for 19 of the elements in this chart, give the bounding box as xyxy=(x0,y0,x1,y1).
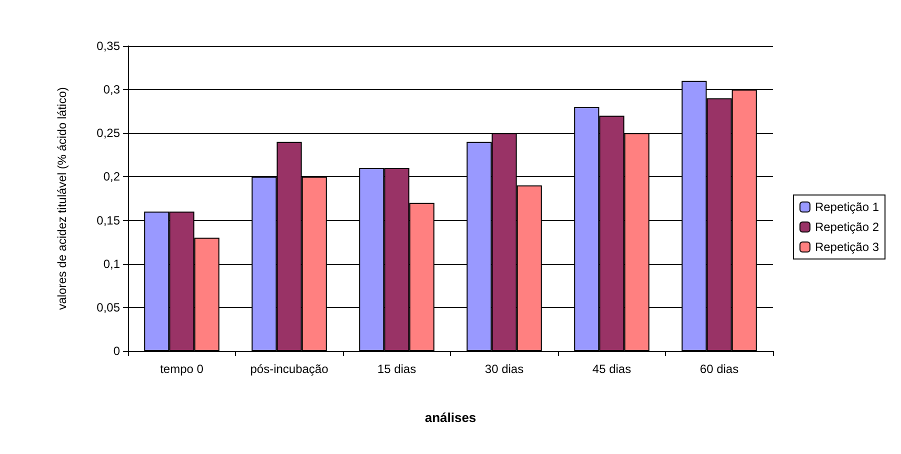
y-tick-label: 0,2 xyxy=(103,170,120,184)
y-tick-label: 0,05 xyxy=(96,300,120,314)
x-tick-label: tempo 0 xyxy=(160,362,204,376)
y-tick-label: 0,15 xyxy=(96,213,120,228)
legend-label: Repetição 3 xyxy=(814,240,880,254)
y-tick-label: 0 xyxy=(113,344,120,358)
x-tick-label: 60 dias xyxy=(700,362,739,376)
legend-label: Repetição 2 xyxy=(814,220,880,234)
legend-label: Repetição 1 xyxy=(814,200,880,214)
y-tick-label: 0,35 xyxy=(96,39,120,53)
x-tick-label: 45 dias xyxy=(592,362,632,376)
x-axis-title: análises xyxy=(424,410,476,425)
x-tick-label: 30 dias xyxy=(484,362,524,376)
x-tick-label: 15 dias xyxy=(377,362,416,376)
y-tick-label: 0,3 xyxy=(103,82,120,97)
x-tick-label: pós-incubação xyxy=(250,362,329,376)
y-tick-label: 0,25 xyxy=(96,126,120,140)
y-axis-title: valores de acidez titulável (% ácido lático) xyxy=(55,87,69,310)
y-tick-label: 0,1 xyxy=(103,256,120,271)
